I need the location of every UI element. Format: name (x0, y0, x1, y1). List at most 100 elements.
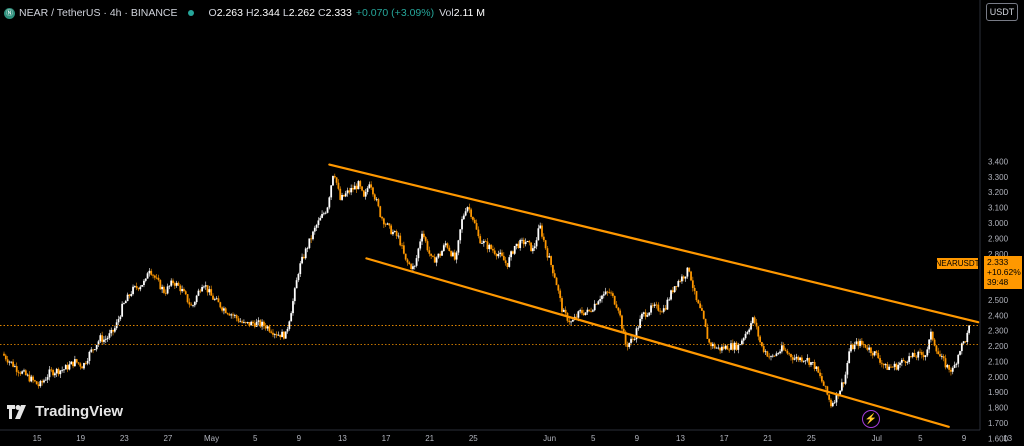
candle-body (306, 247, 309, 249)
candle-body (733, 342, 736, 350)
candle-body (408, 262, 411, 265)
candle-body (359, 181, 362, 187)
candle-body (582, 313, 585, 316)
candle-body (370, 184, 373, 188)
candle-body (913, 352, 916, 357)
candle-body (704, 318, 707, 327)
candle-body (922, 354, 925, 358)
candle-body (577, 311, 580, 318)
candle-body (610, 292, 612, 294)
candle-body (902, 359, 905, 362)
candle-body (951, 367, 954, 372)
candle-body (624, 331, 627, 345)
candle-body (806, 358, 809, 361)
near-coin-icon: Ⓝ (4, 7, 15, 19)
candle-body (630, 338, 632, 343)
candle-body (153, 275, 156, 278)
candle-body (831, 403, 834, 407)
candle-body (730, 343, 732, 350)
x-tick-label: 9 (635, 434, 640, 443)
candle-body (342, 194, 345, 197)
candle-body (273, 334, 276, 335)
candle-body (257, 320, 260, 322)
candle-body (706, 326, 709, 339)
candle-body (811, 362, 814, 363)
x-tick-label: 5 (591, 434, 596, 443)
candle-body (75, 359, 78, 363)
candle-body (648, 312, 651, 316)
candle-body (873, 351, 876, 356)
candle-body (910, 356, 912, 357)
candle-body (215, 298, 218, 300)
candle-body (490, 244, 492, 249)
candle-body (422, 233, 425, 238)
candle-body (559, 290, 562, 299)
candle-body (542, 236, 545, 241)
candle-body (739, 344, 741, 346)
candle-body (121, 303, 124, 317)
candle-body (392, 231, 394, 235)
y-tick-label: 3.100 (988, 204, 1009, 213)
candle-body (862, 344, 865, 345)
candle-body (840, 382, 843, 391)
candle-body (428, 250, 431, 254)
candle-body (232, 314, 234, 316)
candle-body (179, 285, 182, 292)
candle-body (253, 323, 256, 327)
candle-body (933, 339, 936, 346)
candle-body (106, 337, 109, 340)
channel-line-upper (328, 163, 980, 324)
candle-body (313, 227, 316, 232)
candle-body (926, 349, 929, 356)
candle-body (581, 310, 583, 314)
candle-body (877, 352, 880, 359)
candle-body (442, 245, 445, 251)
candle-body (782, 345, 785, 350)
candle-body (64, 365, 67, 370)
candle-body (761, 342, 763, 347)
candle-body (21, 371, 24, 374)
candle-body (410, 264, 413, 270)
candle-body (602, 294, 605, 296)
candle-body (532, 248, 534, 252)
candle-body (308, 238, 311, 248)
candle-body (237, 318, 240, 322)
candle-body (492, 248, 494, 251)
candle-body (302, 256, 305, 259)
candle-body (228, 313, 231, 316)
candle-body (850, 344, 852, 352)
candle-body (55, 368, 58, 374)
x-tick-label: 21 (763, 434, 772, 443)
channel-line-lower (365, 257, 950, 428)
candle-body (161, 286, 164, 290)
candle-body (690, 271, 692, 281)
candle-body (591, 310, 594, 312)
candle-body (859, 340, 861, 346)
candle-body (891, 366, 894, 368)
candle-body (597, 301, 600, 305)
candle-body (519, 240, 522, 249)
open-value: 2.263 (216, 7, 243, 19)
symbol-title[interactable]: NEAR / TetherUS · 4h · BINANCE (19, 7, 178, 19)
candle-body (330, 185, 333, 198)
candle-body (26, 374, 29, 376)
candle-body (37, 384, 40, 387)
candle-body (272, 332, 274, 335)
candle-body (964, 341, 967, 343)
candle-body (390, 225, 393, 235)
candle-body (6, 359, 9, 363)
candle-body (386, 223, 389, 225)
candle-body (46, 377, 49, 380)
candle-body (728, 349, 731, 351)
currency-button[interactable]: USDT (986, 3, 1018, 21)
candle-body (737, 344, 740, 350)
candle-body (128, 294, 131, 296)
candle-body (108, 333, 111, 338)
candle-body (512, 251, 514, 254)
lightning-icon[interactable]: ⚡ (862, 410, 880, 428)
candle-body (568, 320, 571, 323)
candle-body (966, 332, 969, 342)
candle-body (619, 310, 622, 316)
tradingview-logo[interactable]: TradingView (7, 403, 123, 420)
